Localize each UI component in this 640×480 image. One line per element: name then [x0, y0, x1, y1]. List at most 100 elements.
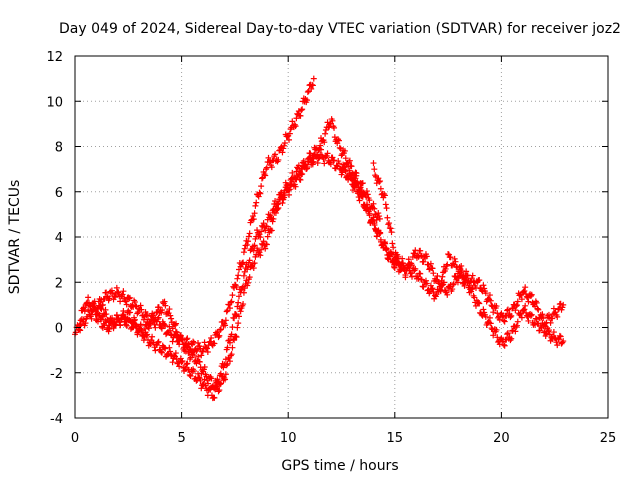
data-point [270, 215, 277, 222]
data-point [501, 318, 508, 325]
data-point [113, 312, 120, 319]
data-point [304, 163, 311, 170]
data-point [246, 230, 253, 237]
data-point [254, 227, 261, 234]
data-point [324, 150, 331, 157]
data-point [434, 273, 441, 280]
data-point [106, 325, 113, 332]
data-point [447, 254, 454, 261]
data-point [514, 318, 521, 325]
data-point [117, 298, 124, 305]
data-point [152, 347, 159, 354]
data-point [144, 311, 151, 318]
data-point [371, 220, 378, 227]
data-point [525, 317, 532, 324]
data-point [482, 290, 489, 297]
data-point [152, 324, 159, 331]
data-point [289, 118, 296, 125]
data-point [195, 374, 202, 381]
data-point [346, 170, 353, 177]
data-point [179, 337, 186, 344]
data-point [348, 175, 355, 182]
x-tick-label: 25 [600, 431, 617, 446]
data-point [504, 330, 511, 337]
data-point [545, 311, 552, 318]
data-point [88, 315, 95, 322]
data-point [117, 322, 124, 329]
data-point [177, 332, 184, 339]
data-point [235, 299, 242, 306]
data-point [234, 324, 241, 331]
data-point [560, 338, 567, 345]
data-point [309, 161, 316, 168]
data-point [97, 305, 104, 312]
data-point [293, 115, 300, 122]
data-point [122, 298, 129, 305]
data-point [240, 249, 247, 256]
data-point [98, 306, 105, 313]
data-point [493, 326, 500, 333]
data-point [279, 200, 286, 207]
data-point [81, 308, 88, 315]
data-point [481, 285, 488, 292]
data-point [327, 161, 334, 168]
data-point [158, 309, 165, 316]
data-point [504, 331, 511, 338]
data-point [533, 299, 540, 306]
data-point [522, 302, 529, 309]
data-point [445, 251, 452, 258]
data-point [240, 259, 247, 266]
data-point [143, 312, 150, 319]
data-point [272, 209, 279, 216]
data-point [187, 372, 194, 379]
data-point [316, 145, 323, 152]
data-point [154, 339, 161, 346]
data-point [250, 265, 257, 272]
data-point [512, 307, 519, 314]
data-point [376, 230, 383, 237]
data-point [82, 320, 89, 327]
data-point [550, 305, 557, 312]
data-point [371, 205, 378, 212]
data-point [215, 388, 222, 395]
data-point [427, 260, 434, 267]
data-point [286, 136, 293, 143]
data-point [370, 214, 377, 221]
data-point [155, 304, 162, 311]
data-point [217, 381, 224, 388]
data-point [240, 272, 247, 279]
data-point [166, 323, 173, 330]
data-point [215, 334, 222, 341]
data-point [545, 328, 552, 335]
y-axis-label: SDTVAR / TECUs [7, 180, 23, 295]
data-point [375, 210, 382, 217]
data-point [557, 333, 564, 340]
data-point [235, 272, 242, 279]
data-point [115, 289, 122, 296]
data-point [370, 200, 377, 207]
data-point [226, 358, 233, 365]
data-point [513, 303, 520, 310]
data-point [226, 305, 233, 312]
data-point [472, 302, 479, 309]
data-point [468, 286, 475, 293]
data-point [258, 246, 265, 253]
data-point [223, 362, 230, 369]
data-point [231, 337, 238, 344]
data-point [211, 340, 218, 347]
data-point [487, 297, 494, 304]
data-point [359, 188, 366, 195]
data-point [178, 359, 185, 366]
data-point [521, 287, 528, 294]
data-point [222, 376, 229, 383]
data-point [299, 106, 306, 113]
data-point [281, 142, 288, 149]
data-point [216, 332, 223, 339]
data-point [244, 241, 251, 248]
data-point [246, 274, 253, 281]
data-point [208, 375, 215, 382]
data-point [390, 244, 397, 251]
data-point [391, 255, 398, 262]
data-point [201, 376, 208, 383]
data-point [169, 359, 176, 366]
